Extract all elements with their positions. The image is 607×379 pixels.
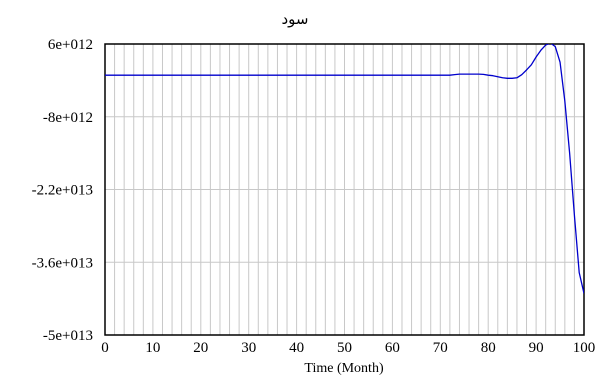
plot-area-frame xyxy=(104,43,585,336)
y-tick-label: -2.2e+013 xyxy=(32,183,93,199)
x-tick-label: 20 xyxy=(193,340,208,356)
x-tick-label: 100 xyxy=(573,340,596,356)
x-axis: 0 10 20 30 40 50 60 70 80 90 100 xyxy=(101,340,595,356)
x-tick-label: 40 xyxy=(289,340,304,356)
x-tick-label: 90 xyxy=(529,340,544,356)
x-tick-label: 80 xyxy=(481,340,496,356)
y-tick-label: 6e+012 xyxy=(48,37,93,53)
x-tick-label: 10 xyxy=(145,340,160,356)
x-axis-label: Time (Month) xyxy=(304,361,384,376)
y-tick-label: -8e+012 xyxy=(43,110,93,126)
x-tick-label: 50 xyxy=(337,340,352,356)
grid xyxy=(105,43,584,336)
y-tick-label: -3.6e+013 xyxy=(32,255,93,271)
x-tick-label: 0 xyxy=(101,340,109,356)
series-line xyxy=(105,44,584,294)
x-tick-label: 30 xyxy=(241,340,256,356)
x-tick-label: 60 xyxy=(385,340,400,356)
y-axis: 6e+012 -8e+012 -2.2e+013 -3.6e+013 -5e+013 xyxy=(32,37,93,344)
series-layer xyxy=(105,44,584,294)
chart-title: سود xyxy=(282,10,309,28)
x-tick-label: 70 xyxy=(433,340,448,356)
y-tick-label: -5e+013 xyxy=(43,328,93,344)
